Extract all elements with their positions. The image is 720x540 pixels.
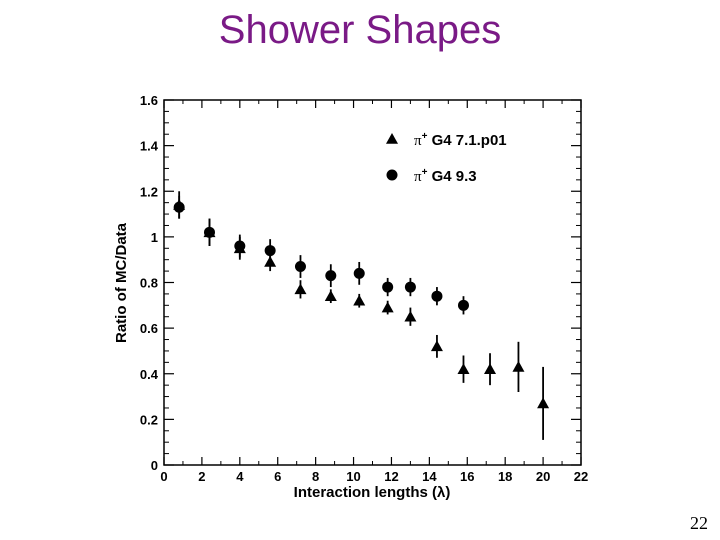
x-tick-label: 6 xyxy=(274,469,281,484)
plot-frame xyxy=(163,99,582,466)
x-tick-label: 14 xyxy=(422,469,437,484)
circle-data-point xyxy=(294,261,306,273)
y-tick-label: 0.4 xyxy=(140,367,159,382)
page-number: 22 xyxy=(690,513,708,533)
y-tick-label: 1.2 xyxy=(140,184,158,199)
circle-data-point xyxy=(234,240,246,252)
x-tick-label: 16 xyxy=(460,469,474,484)
y-tick-label: 1.4 xyxy=(140,139,159,154)
legend-circle-marker xyxy=(386,169,398,181)
legend: π+ G4 7.1.p01 π+ G4 9.3 xyxy=(386,131,507,185)
legend-triangle-marker xyxy=(386,133,398,144)
x-tick-label: 2 xyxy=(198,469,205,484)
circle-data-point xyxy=(431,290,443,302)
triangle-data-point xyxy=(381,301,394,313)
x-tick-label: 22 xyxy=(574,469,588,484)
y-axis: 0 0.2 0.4 0.6 0.8 1 1.2 1.4 1.6 xyxy=(140,93,581,473)
triangle-data-point xyxy=(430,340,443,352)
circle-data-point xyxy=(203,226,215,238)
slide-title: Shower Shapes xyxy=(218,8,502,52)
x-tick-label: 10 xyxy=(346,469,360,484)
y-tick-label: 0.2 xyxy=(140,412,158,427)
x-axis: 0 2 4 6 8 10 12 14 16 18 20 22 xyxy=(160,100,588,484)
y-tick-label: 0 xyxy=(151,458,158,473)
triangle-data-point xyxy=(324,290,337,301)
y-tick-label: 1 xyxy=(151,230,158,245)
circle-data-point xyxy=(404,281,416,293)
y-tick-label: 0.6 xyxy=(140,321,158,336)
x-tick-label: 4 xyxy=(236,469,244,484)
legend-label: π+ G4 9.3 xyxy=(414,167,477,185)
x-tick-label: 20 xyxy=(536,469,550,484)
x-tick-label: 12 xyxy=(384,469,398,484)
triangle-data-point xyxy=(484,363,497,374)
y-axis-title: Ratio of MC/Data xyxy=(113,222,130,343)
y-tick-label: 0.8 xyxy=(140,276,158,291)
circle-data-point xyxy=(173,201,185,213)
x-tick-label: 0 xyxy=(160,469,167,484)
triangle-data-point xyxy=(353,294,366,306)
triangle-data-point xyxy=(294,283,307,295)
circle-data-point xyxy=(353,267,365,279)
triangle-data-point xyxy=(457,363,470,374)
x-tick-label: 18 xyxy=(498,469,512,484)
circle-data-point xyxy=(264,245,276,257)
circle-data-point xyxy=(382,281,394,293)
x-axis-title: Interaction lengths (λ) xyxy=(294,484,451,501)
triangle-data-point xyxy=(537,397,550,409)
x-tick-label: 8 xyxy=(312,469,319,484)
triangle-data-point xyxy=(404,310,417,322)
data-points xyxy=(173,191,550,440)
y-tick-label: 1.6 xyxy=(140,93,158,108)
triangle-data-point xyxy=(512,360,525,372)
circle-data-point xyxy=(457,299,469,311)
circle-data-point xyxy=(325,270,337,282)
legend-label: π+ G4 7.1.p01 xyxy=(414,131,507,149)
